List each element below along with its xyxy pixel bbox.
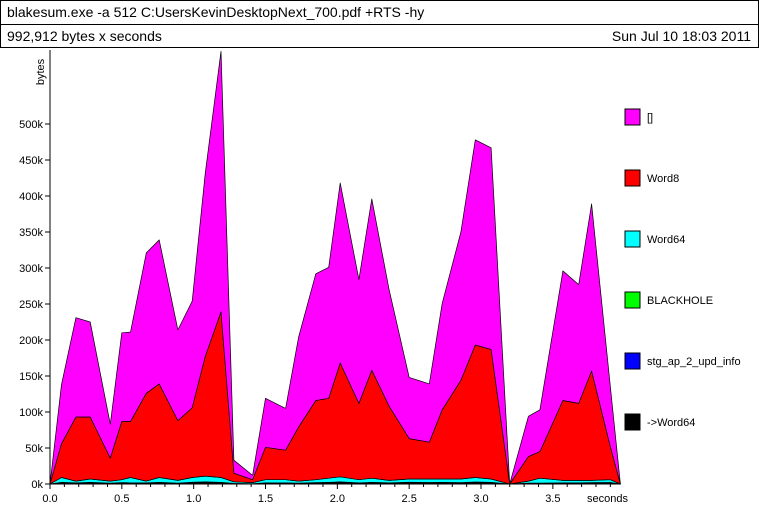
- chart-date: Sun Jul 10 18:03 2011: [611, 28, 751, 44]
- chart-axes: 0k 50k 100k 150k 200k 250k 300k 350k 400k 450k 500…: [19, 50, 628, 505]
- x-tick-label: 0.0: [42, 493, 57, 505]
- y-tick-label: 150k: [19, 371, 43, 383]
- y-tick-label: 250k: [19, 299, 43, 311]
- legend-label: Word8: [647, 173, 679, 185]
- x-tick-label: 3.5: [545, 493, 560, 505]
- legend-swatch: [624, 169, 641, 187]
- y-tick-label: 300k: [19, 263, 43, 275]
- x-tick-label: 0.5: [114, 493, 129, 505]
- legend-swatch: [624, 413, 641, 431]
- y-tick-label: 0k: [31, 479, 43, 491]
- legend-label: stg_ap_2_upd_info: [647, 356, 741, 368]
- legend-label: []: [647, 112, 653, 124]
- y-tick-label: 200k: [19, 335, 43, 347]
- x-tick-label: 2.5: [402, 493, 417, 505]
- x-axis-label: seconds: [587, 493, 628, 505]
- legend-swatch: [624, 352, 641, 370]
- area-series-5: [49, 50, 621, 485]
- chart-areas: [49, 50, 621, 485]
- y-tick-label: 500k: [19, 119, 43, 131]
- y-tick-label: 400k: [19, 191, 43, 203]
- chart-title: blakesum.exe -a 512 C:UsersKevinDesktopN…: [7, 4, 425, 20]
- x-tick-label: 1.0: [186, 493, 201, 505]
- legend-label: BLACKHOLE: [647, 295, 713, 307]
- y-tick-label: 100k: [19, 407, 43, 419]
- x-tick-label: 3.0: [473, 493, 488, 505]
- y-tick-label: 450k: [19, 155, 43, 167]
- legend-swatch: [624, 291, 641, 309]
- y-axis-label: bytes: [35, 58, 47, 85]
- y-tick-label: 350k: [19, 227, 43, 239]
- chart-legend: [] Word8 Word64 BLACKHOLE stg_ap_2_upd_info -…: [624, 108, 741, 431]
- chart-subtitle: 992,912 bytes x seconds: [7, 28, 162, 44]
- legend-label: ->Word64: [647, 417, 695, 429]
- legend-swatch: [624, 108, 641, 126]
- x-tick-label: 1.5: [258, 493, 273, 505]
- header-box: blakesum.exe -a 512 C:UsersKevinDesktopN…: [0, 0, 759, 48]
- y-tick-label: 50k: [25, 443, 43, 455]
- header-title-row: blakesum.exe -a 512 C:UsersKevinDesktopN…: [1, 1, 758, 25]
- legend-swatch: [624, 230, 641, 248]
- legend-label: Word64: [647, 234, 685, 246]
- x-tick-label: 2.0: [330, 493, 345, 505]
